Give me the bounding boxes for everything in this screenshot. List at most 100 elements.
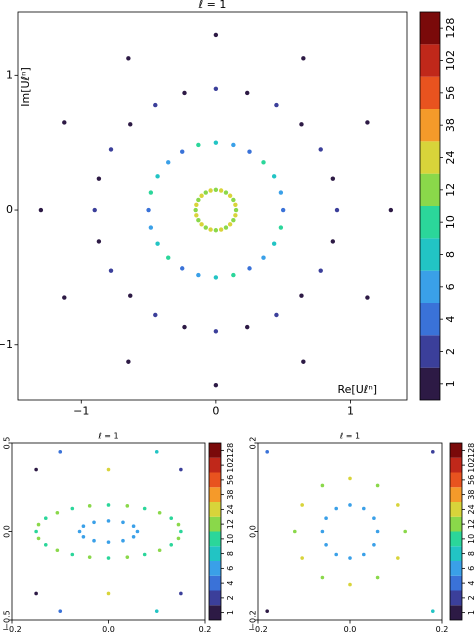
point bbox=[375, 529, 380, 534]
colorbar-band bbox=[420, 303, 440, 336]
point bbox=[223, 225, 229, 230]
point bbox=[318, 268, 323, 273]
point bbox=[365, 295, 370, 300]
colorbar-band bbox=[420, 367, 440, 400]
point bbox=[34, 467, 38, 472]
point bbox=[166, 255, 171, 260]
point bbox=[324, 542, 328, 547]
point bbox=[265, 450, 270, 454]
point bbox=[280, 207, 286, 213]
point bbox=[176, 536, 181, 541]
plot-area bbox=[11, 442, 206, 621]
colorbar-band bbox=[420, 76, 440, 109]
point bbox=[196, 272, 201, 278]
point bbox=[213, 140, 219, 145]
point bbox=[96, 239, 102, 244]
x-tick-label: −1 bbox=[73, 405, 89, 418]
point bbox=[106, 519, 111, 523]
point bbox=[247, 149, 252, 154]
point bbox=[372, 516, 376, 521]
point bbox=[196, 142, 201, 148]
point bbox=[146, 207, 151, 213]
colorbar-tick-label: 56 bbox=[226, 475, 235, 485]
point bbox=[247, 266, 252, 271]
colorbar-tick-label: 24 bbox=[444, 151, 457, 165]
point bbox=[293, 529, 297, 534]
point bbox=[299, 293, 304, 298]
point bbox=[213, 187, 219, 193]
y-tick-label: 0.0 bbox=[249, 525, 258, 538]
point bbox=[70, 552, 75, 557]
point bbox=[274, 102, 279, 108]
point bbox=[231, 197, 236, 203]
point bbox=[81, 524, 86, 528]
point bbox=[70, 506, 75, 511]
point bbox=[43, 542, 48, 547]
point bbox=[213, 228, 219, 233]
colorbar-tick-label: 2 bbox=[226, 595, 235, 600]
y-tick-label: 0.0 bbox=[3, 525, 12, 538]
point bbox=[233, 213, 238, 218]
point bbox=[106, 556, 111, 560]
colorbar-tick-label: 128 bbox=[467, 443, 474, 458]
point bbox=[196, 197, 201, 203]
colorbar-band bbox=[450, 516, 462, 532]
point bbox=[223, 190, 229, 195]
colorbar-band bbox=[450, 605, 462, 620]
colorbar-tick-label: 1 bbox=[444, 380, 457, 387]
colorbar-band bbox=[450, 457, 462, 473]
colorbar-tick-label: 4 bbox=[444, 316, 457, 323]
colorbar-tick-label: 56 bbox=[467, 475, 474, 485]
point bbox=[108, 147, 114, 152]
point bbox=[324, 516, 328, 521]
y-axis-label: Im[Uℓⁿ] bbox=[19, 67, 32, 107]
x-tick-label: −0.2 bbox=[2, 625, 21, 632]
point bbox=[348, 556, 352, 560]
colorbar-band bbox=[450, 531, 462, 547]
point bbox=[34, 591, 38, 596]
chart-title: ℓ = 1 bbox=[97, 432, 118, 441]
point bbox=[261, 255, 266, 260]
point bbox=[142, 552, 147, 557]
x-tick-label: 1 bbox=[347, 405, 354, 418]
point bbox=[179, 591, 183, 596]
point bbox=[131, 524, 136, 528]
point bbox=[213, 329, 219, 334]
point bbox=[372, 542, 376, 547]
point bbox=[81, 535, 86, 539]
point bbox=[375, 575, 380, 580]
point bbox=[208, 188, 213, 193]
point bbox=[203, 225, 208, 230]
colorbar-tick-label: 10 bbox=[444, 215, 457, 229]
colorbar-band bbox=[420, 44, 440, 77]
colorbar-tick-label: 38 bbox=[226, 490, 235, 500]
point bbox=[231, 272, 236, 278]
point bbox=[142, 506, 147, 511]
x-tick-label: −0.2 bbox=[248, 625, 267, 632]
point bbox=[169, 542, 174, 547]
point bbox=[213, 32, 219, 38]
point bbox=[301, 56, 306, 61]
point bbox=[300, 556, 304, 560]
point bbox=[334, 207, 340, 213]
point bbox=[155, 174, 160, 179]
point bbox=[231, 142, 236, 148]
point bbox=[126, 56, 131, 61]
colorbar-tick-label: 8 bbox=[444, 251, 457, 258]
point bbox=[348, 503, 352, 507]
point bbox=[166, 160, 171, 165]
point bbox=[36, 522, 41, 527]
x-tick-label: 0.0 bbox=[344, 625, 357, 632]
point bbox=[182, 90, 187, 96]
point bbox=[271, 174, 277, 179]
chart-title: ℓ = 1 bbox=[339, 432, 360, 441]
point bbox=[148, 190, 154, 195]
point bbox=[218, 188, 224, 193]
colorbar-tick-label: 4 bbox=[226, 581, 235, 586]
point bbox=[182, 324, 187, 330]
point bbox=[330, 176, 336, 181]
colorbar-tick-label: 12 bbox=[444, 183, 457, 197]
point bbox=[396, 556, 400, 560]
colorbar-band bbox=[450, 561, 462, 576]
point bbox=[154, 450, 159, 454]
